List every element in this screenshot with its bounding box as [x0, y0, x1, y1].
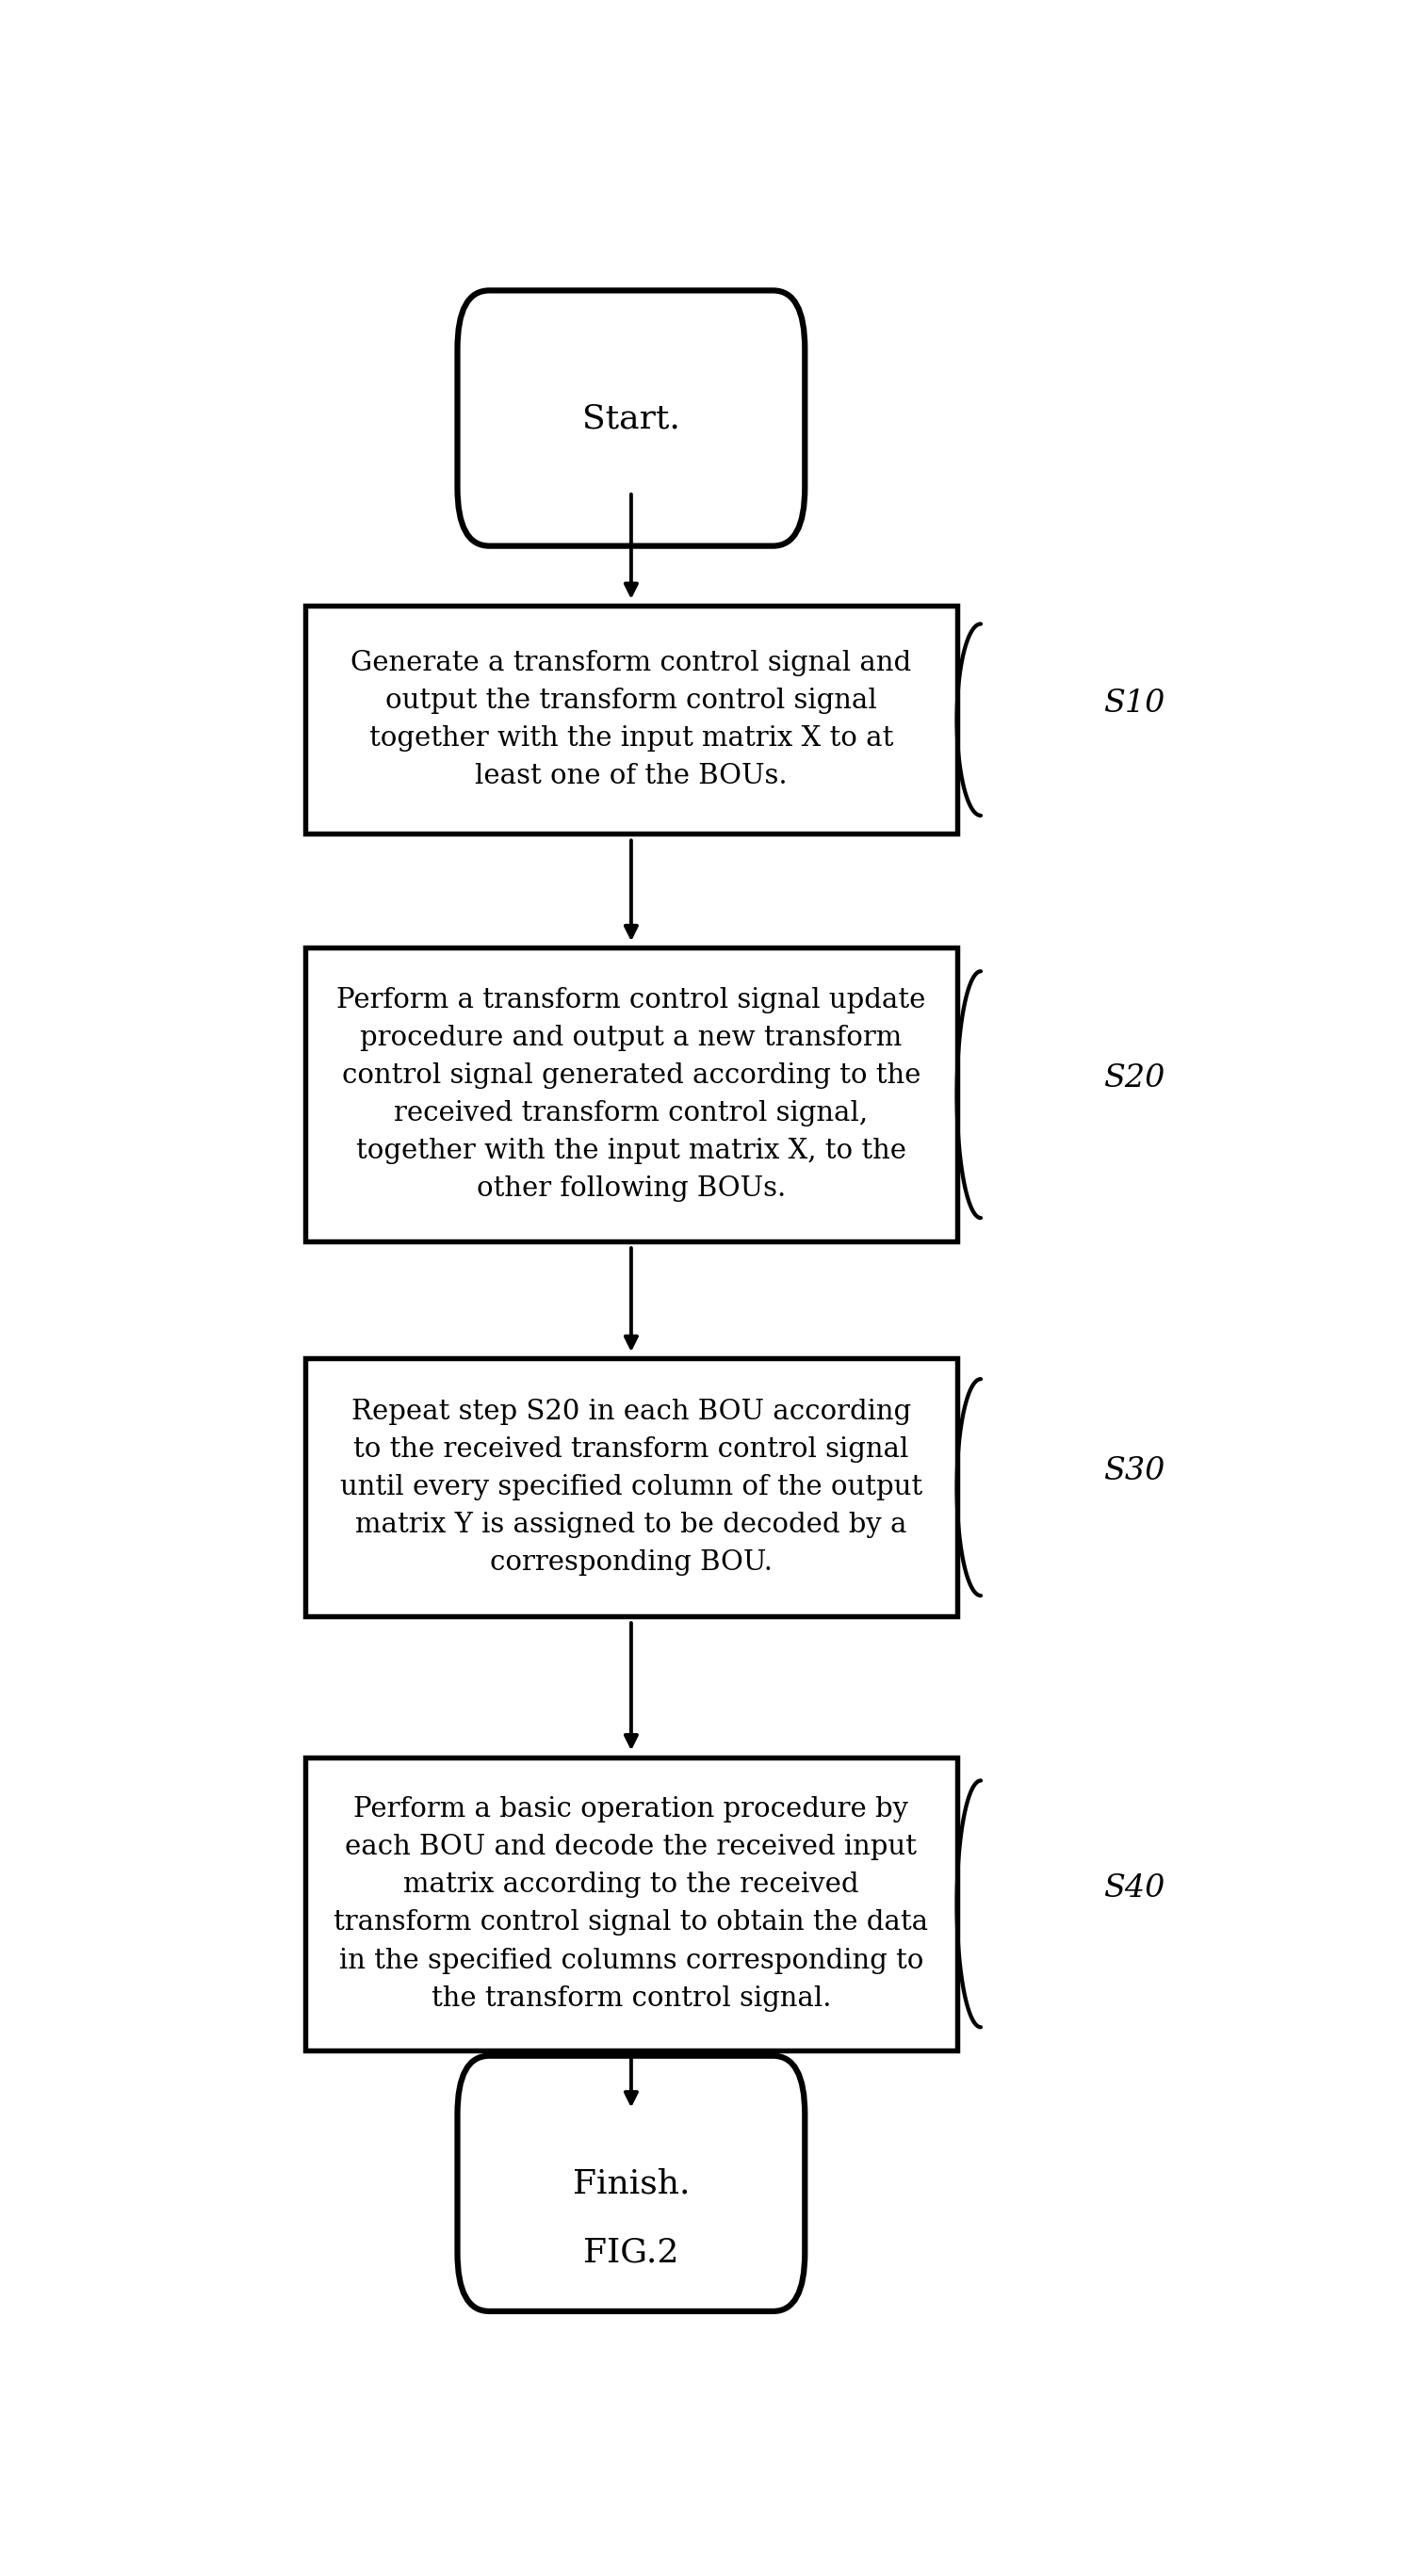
FancyBboxPatch shape [457, 291, 804, 546]
Bar [305, 605, 957, 835]
Text: S40: S40 [1104, 1873, 1166, 1904]
Text: S30: S30 [1104, 1455, 1166, 1486]
Bar [305, 948, 957, 1242]
Bar [305, 1358, 957, 1615]
Text: Perform a basic operation procedure by
each BOU and decode the received input
ma: Perform a basic operation procedure by e… [333, 1795, 929, 2012]
Text: Repeat step S20 in each BOU according
to the received transform control signal
u: Repeat step S20 in each BOU according to… [340, 1399, 922, 1577]
FancyBboxPatch shape [457, 2056, 804, 2311]
Text: S20: S20 [1104, 1064, 1166, 1095]
Text: Start.: Start. [583, 402, 679, 435]
Text: FIG.2: FIG.2 [583, 2236, 679, 2269]
Bar [305, 1757, 957, 2050]
Text: Finish.: Finish. [573, 2166, 689, 2200]
Text: Perform a transform control signal update
procedure and output a new transform
c: Perform a transform control signal updat… [336, 987, 926, 1203]
Text: Generate a transform control signal and
output the transform control signal
toge: Generate a transform control signal and … [350, 649, 912, 791]
Text: S10: S10 [1104, 688, 1166, 719]
